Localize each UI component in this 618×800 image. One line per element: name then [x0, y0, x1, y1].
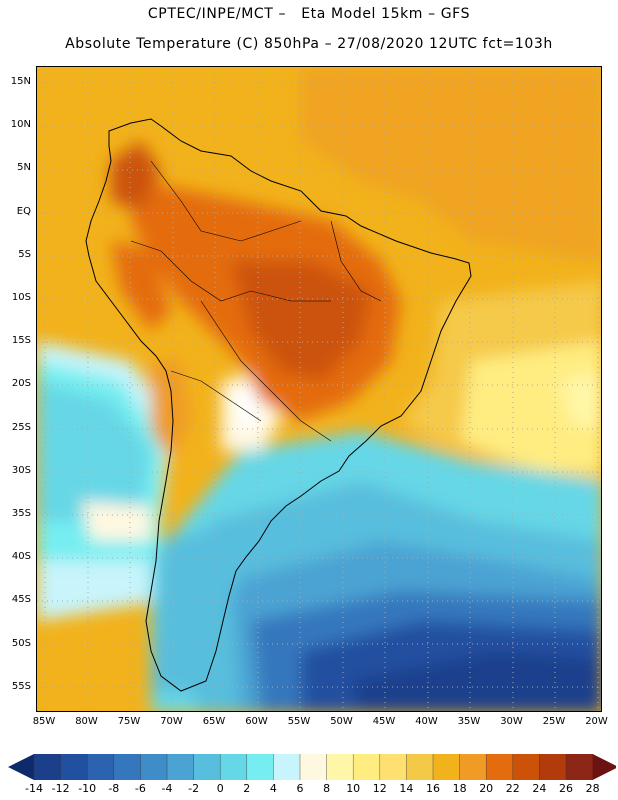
lon-label: 50W	[330, 716, 353, 727]
chart-subtitle: Absolute Temperature (C) 850hPa – 27/08/…	[65, 36, 553, 52]
colorbar-tick-label: 0	[216, 782, 224, 795]
lat-label: 10N	[10, 119, 31, 131]
chart-title: CPTEC/INPE/MCT – Eta Model 15km – GFS	[147, 6, 471, 22]
colorbar-swatch	[486, 754, 514, 780]
lat-label: 45S	[11, 594, 31, 606]
lon-label: 40W	[415, 716, 438, 727]
lon-label: 45W	[372, 716, 396, 727]
lat-label: 30S	[11, 464, 31, 476]
lat-label: EQ	[16, 205, 31, 217]
colorbar-swatch	[566, 754, 594, 780]
lat-label: 20S	[11, 378, 31, 390]
colorbar-swatch	[140, 754, 168, 780]
colorbar-swatch	[220, 754, 248, 780]
colorbar-tick-label: 16	[426, 782, 440, 795]
lat-label: 55S	[11, 680, 31, 692]
colorbar-swatch	[326, 754, 354, 780]
lat-label: 15S	[11, 335, 31, 347]
colorbar-tick-label: -8	[108, 782, 120, 795]
colorbar	[8, 754, 616, 780]
lon-label: 65W	[202, 716, 226, 727]
coastline	[85, 118, 472, 692]
lat-label: 15N	[10, 76, 31, 87]
colorbar-swatch	[193, 754, 221, 780]
map-panel	[36, 66, 602, 712]
colorbar-tick-label: -14	[25, 782, 43, 795]
lat-label: 25S	[11, 421, 31, 433]
country-borders	[130, 160, 382, 442]
lon-label: 70W	[160, 716, 183, 727]
colorbar-tick-label: 12	[372, 782, 387, 795]
lon-label: 20W	[585, 716, 608, 727]
colorbar-tick-label: -10	[78, 782, 97, 795]
colorbar-swatch	[300, 754, 328, 780]
colorbar-tick-label: -6	[134, 782, 146, 795]
colorbar-tick-label: 26	[559, 782, 573, 795]
colorbar-tick-label: 8	[323, 782, 331, 795]
colorbar-swatch	[87, 754, 115, 780]
colorbar-tick-label: -12	[51, 782, 70, 795]
colorbar-swatch	[353, 754, 381, 780]
colorbar-tick-label: 10	[346, 782, 361, 795]
lat-label: 5N	[17, 162, 31, 174]
lon-label: 85W	[32, 716, 56, 727]
colorbar-tick-label: 6	[296, 782, 304, 795]
colorbar-swatch	[246, 754, 274, 780]
colorbar-swatch	[459, 754, 487, 780]
colorbar-low-arrow	[8, 754, 34, 780]
colorbar-swatch	[512, 754, 540, 780]
lon-label: 55W	[287, 716, 311, 727]
colorbar-swatch	[113, 754, 141, 780]
colorbar-swatch	[60, 754, 88, 780]
lon-label: 75W	[117, 716, 141, 727]
lat-label: 10S	[11, 292, 31, 303]
lat-label: 40S	[11, 551, 31, 563]
colorbar-tick-label: 20	[479, 782, 494, 795]
colorbar-swatch	[406, 754, 434, 780]
lon-label: 25W	[542, 716, 566, 727]
colorbar-tick-label: 24	[532, 782, 547, 795]
colorbar-tick-label: 22	[505, 782, 520, 795]
lon-label: 30W	[500, 716, 523, 727]
colorbar-tick-label: 14	[399, 782, 414, 795]
lon-label: 60W	[245, 716, 268, 727]
colorbar-swatch	[433, 754, 461, 780]
colorbar-swatch	[34, 754, 62, 780]
colorbar-swatch	[379, 754, 407, 780]
colorbar-tick-label: 18	[452, 782, 467, 795]
lat-label: 50S	[11, 637, 31, 649]
lat-label: 35S	[11, 508, 31, 519]
colorbar-high-arrow	[592, 754, 616, 780]
lon-label: 80W	[75, 716, 98, 727]
lat-label: 5S	[18, 248, 31, 260]
colorbar-tick-label: 28	[585, 782, 600, 795]
colorbar-tick-label: -4	[161, 782, 173, 795]
colorbar-tick-label: 2	[243, 782, 251, 795]
colorbar-swatch	[539, 754, 567, 780]
temperature-map	[37, 67, 601, 711]
colorbar-swatch	[273, 754, 301, 780]
colorbar-tick-label: -2	[188, 782, 200, 795]
lon-label: 35W	[457, 716, 481, 727]
colorbar-tick-label: 4	[269, 782, 277, 795]
colorbar-swatch	[167, 754, 195, 780]
